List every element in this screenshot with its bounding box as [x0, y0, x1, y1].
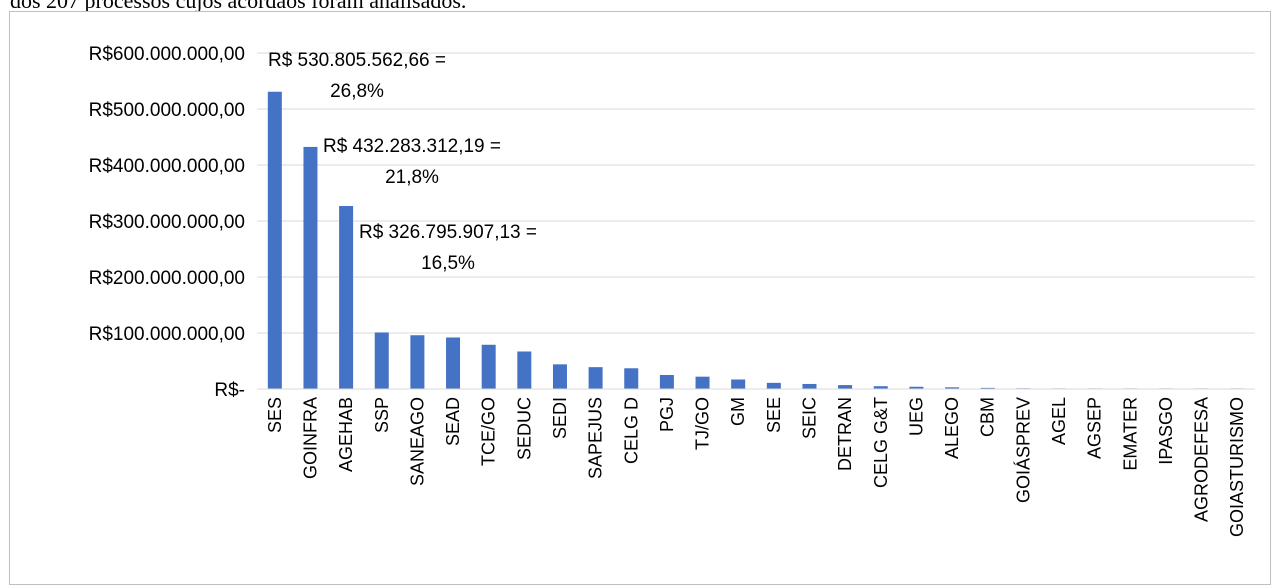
bar-alego: [945, 387, 960, 389]
x-category-label: AGRODEFESA: [1192, 397, 1212, 522]
x-category-label: CBM: [978, 397, 998, 437]
x-category-label: CELG D: [621, 397, 641, 464]
bar-agehab: [339, 205, 354, 389]
x-category-label: AGEL: [1049, 397, 1069, 445]
bar-tce-go: [481, 344, 496, 389]
chart-area: R$- R$100.000.000,00 R$200.000.000,00 R$300…: [9, 11, 1271, 585]
x-category-label: AGEHAB: [336, 397, 356, 472]
x-category-label: TJ/GO: [693, 397, 713, 450]
data-label-percent: 26,8%: [330, 81, 384, 102]
x-category-label: GOIASTURISMO: [1227, 397, 1247, 537]
bar-sapejus: [588, 367, 603, 389]
bar-ssp: [374, 332, 389, 389]
data-label-percent: 16,5%: [421, 253, 475, 274]
bar-gm: [731, 379, 746, 389]
x-category-label: UEG: [906, 397, 926, 436]
x-category-label: SEAD: [443, 397, 463, 446]
x-category-label: SSP: [372, 397, 392, 433]
x-category-label: SANEAGO: [407, 397, 427, 486]
data-label-percent: 21,8%: [385, 167, 439, 188]
bar-sedi: [552, 364, 567, 389]
bar-tj-go: [695, 376, 710, 389]
x-category-label: GOIÁSPREV: [1013, 397, 1033, 503]
bar-goinfra: [303, 146, 318, 389]
y-tick-label: R$200.000.000,00: [89, 268, 245, 289]
data-label: R$ 530.805.562,66 =: [268, 50, 446, 71]
x-category-label: SEDI: [550, 397, 570, 439]
bar-pgj: [659, 375, 674, 389]
x-category-label: DETRAN: [835, 397, 855, 471]
data-label: R$ 326.795.907,13 =: [359, 222, 537, 243]
y-tick-label: R$300.000.000,00: [89, 212, 245, 233]
y-tick-label: R$600.000.000,00: [89, 44, 245, 65]
x-category-label: SES: [265, 397, 285, 433]
bar-chart: R$- R$100.000.000,00 R$200.000.000,00 R$300…: [89, 44, 1255, 537]
x-category-label: SAPEJUS: [586, 397, 606, 479]
y-tick-label: R$-: [214, 380, 245, 401]
bar-saneago: [410, 335, 425, 389]
bar-cbm: [980, 387, 995, 389]
bar-sead: [446, 337, 461, 389]
page-text-fragment: dos 207 processos cujos acórdãos foram a…: [10, 0, 467, 13]
bar-ueg: [909, 386, 924, 389]
data-label: R$ 432.283.312,19 =: [323, 136, 501, 157]
bar-see: [766, 382, 781, 389]
x-category-label: EMATER: [1120, 397, 1140, 471]
x-category-label: TCE/GO: [479, 397, 499, 466]
bar-ses: [267, 91, 282, 389]
bar-celg-g-t: [873, 386, 888, 389]
x-category-label: GM: [728, 397, 748, 426]
bar-seic: [802, 383, 817, 389]
bar-seduc: [517, 351, 532, 389]
x-category-label: SEIC: [799, 397, 819, 439]
x-category-label: CELG G&T: [871, 397, 891, 488]
x-category-label: SEDUC: [514, 397, 534, 460]
bar-celg-d: [624, 368, 639, 389]
x-category-label: ALEGO: [942, 397, 962, 459]
x-category-label: AGSEP: [1085, 397, 1105, 459]
bar-detran: [838, 385, 853, 389]
y-tick-label: R$400.000.000,00: [89, 156, 245, 177]
y-tick-label: R$500.000.000,00: [89, 100, 245, 121]
x-category-label: GOINFRA: [300, 397, 320, 479]
y-tick-label: R$100.000.000,00: [89, 324, 245, 345]
x-category-label: SEE: [764, 397, 784, 433]
x-category-label: PGJ: [657, 397, 677, 432]
x-category-label: IPASGO: [1156, 397, 1176, 465]
